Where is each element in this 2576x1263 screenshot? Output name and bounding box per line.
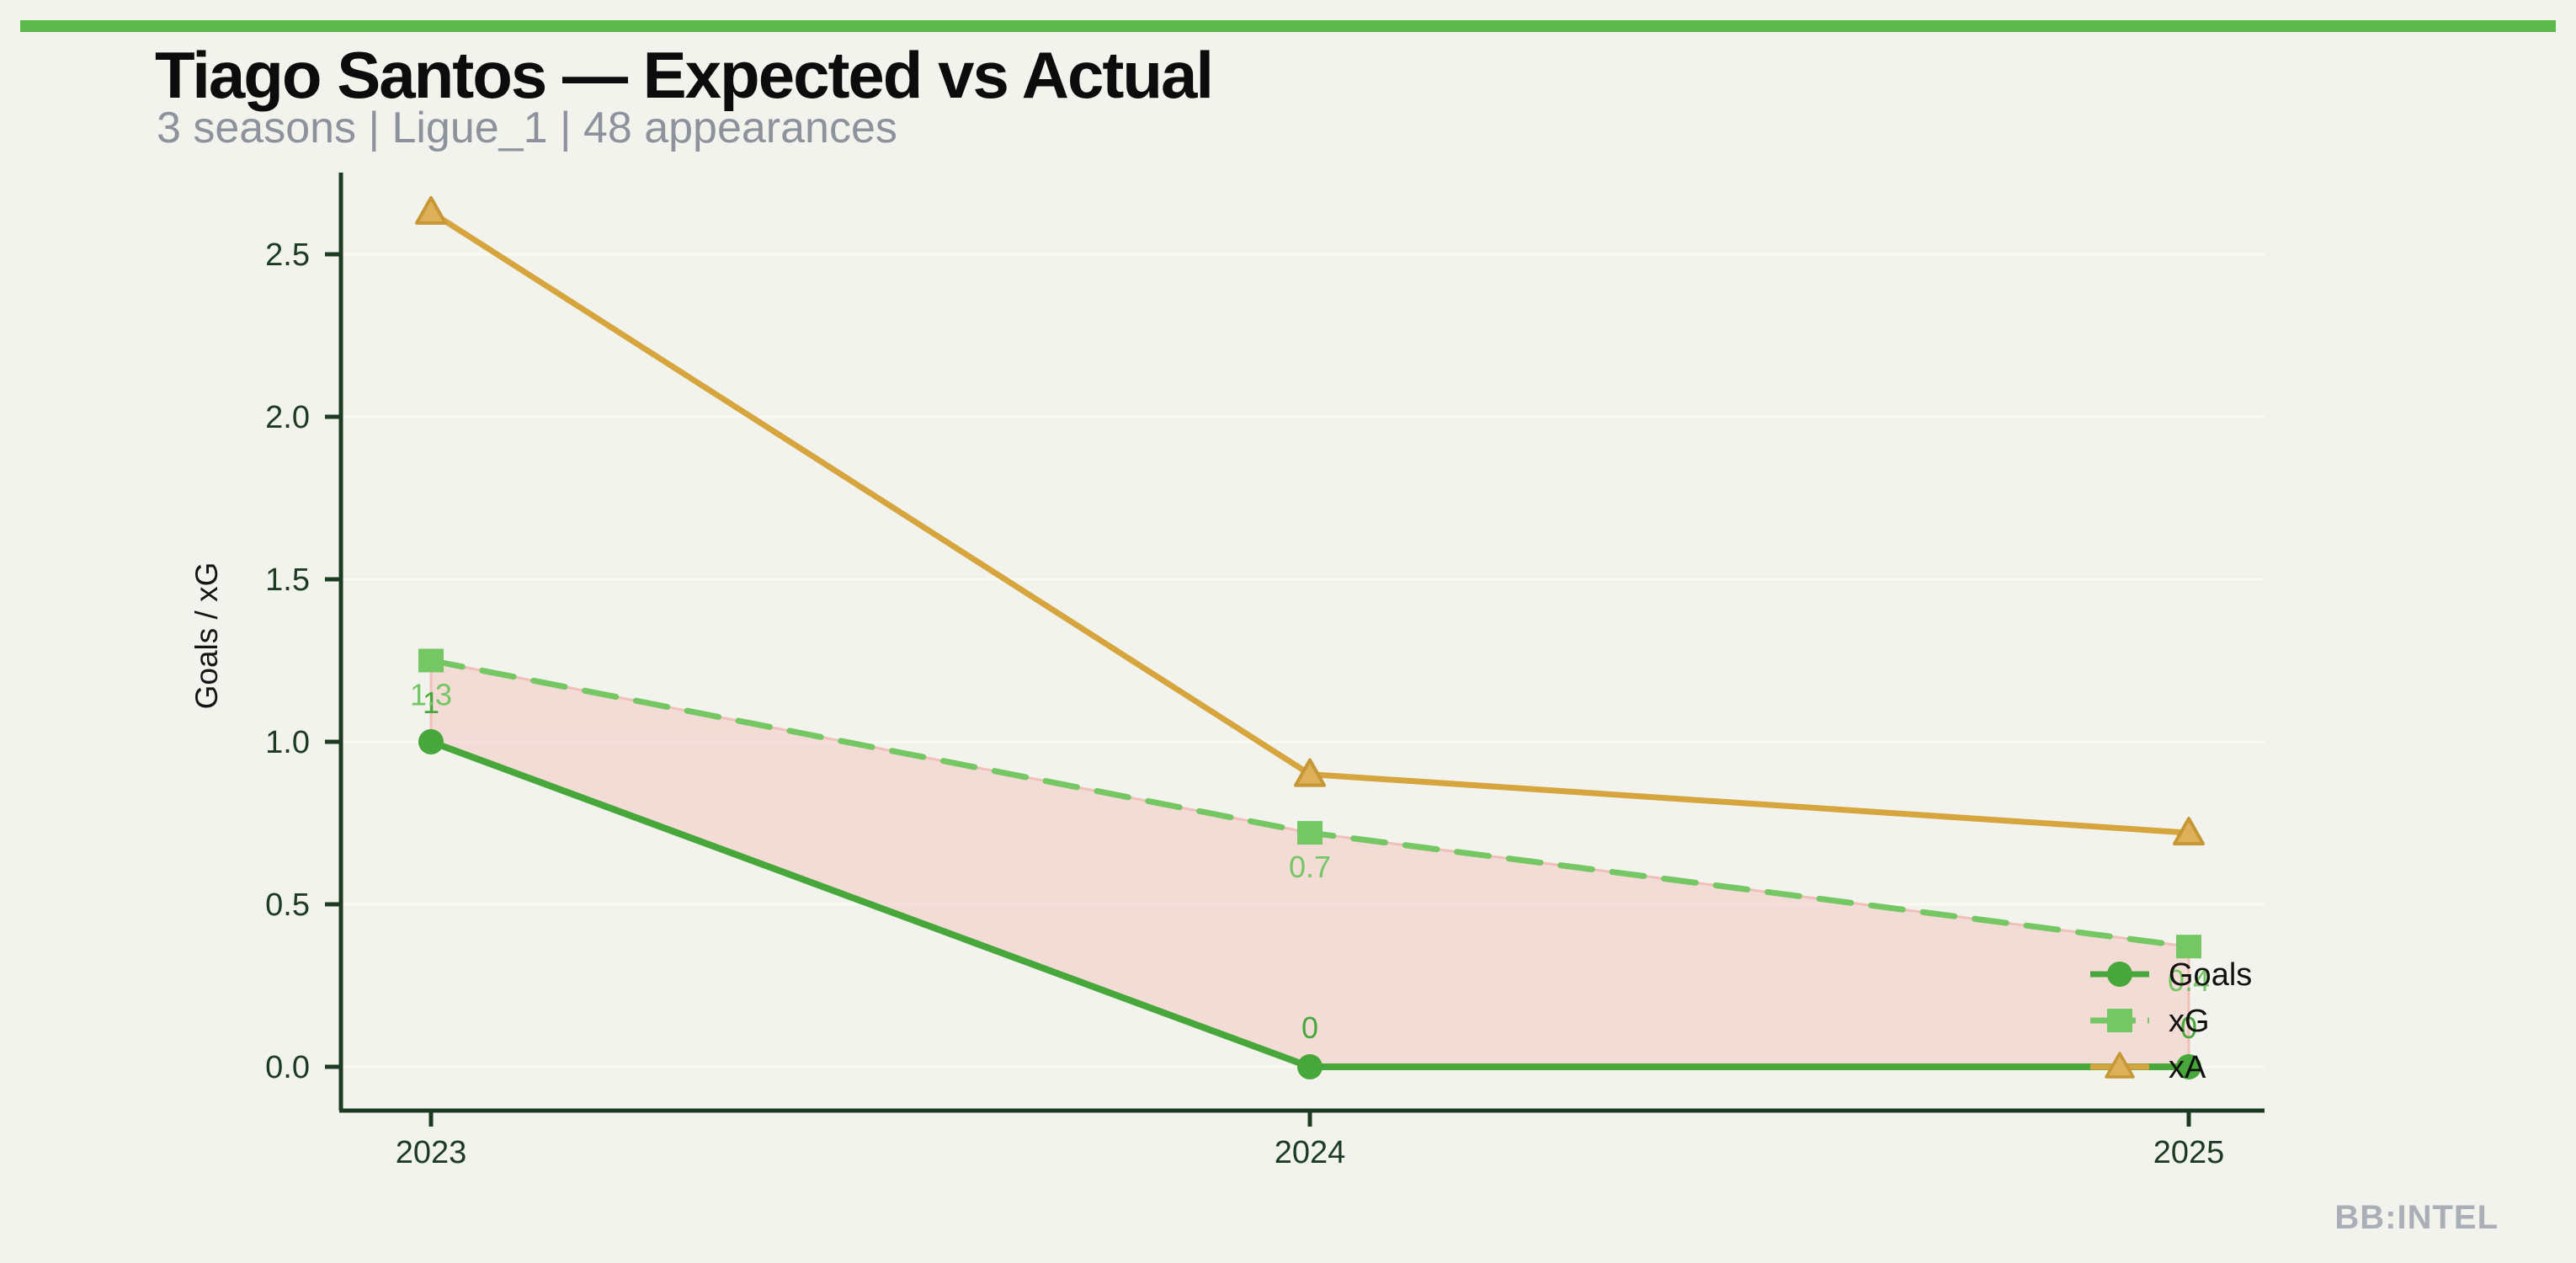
chart-title: Tiago Santos — Expected vs Actual [155,38,1214,112]
y-tick-label: 2.0 [265,400,310,435]
goals-marker [418,729,444,754]
xg-point-label: 1.3 [410,678,452,712]
watermark-logo: BB:INTEL [2334,1199,2499,1236]
goals-point-label: 1 [423,685,439,720]
xg-point-label: 0.7 [1289,850,1331,884]
chart-subtitle: 3 seasons | Ligue_1 | 48 appearances [157,104,897,152]
y-tick-label: 1.0 [265,725,310,760]
xa-marker [1294,758,1326,787]
x-tick-label: 2024 [1275,1135,1346,1170]
axes-layer: 0.0 0.5 1.0 1.5 2.0 2.5 2023 2024 2025 [265,173,2265,1170]
legend-triangle-icon [2105,1052,2135,1079]
y-tick-label: 2.5 [265,237,310,273]
legend-item-xa: xA [2090,1050,2206,1085]
xg-point-label: 0.4 [2168,963,2210,998]
xg-marker [418,648,444,673]
legend-label-xg: xG [2169,1004,2210,1039]
xg-marker [1297,821,1323,845]
legend-circle-icon [2107,962,2132,987]
legend-item-xg: xG [2090,1004,2210,1039]
goals-point-label: 0 [2180,1010,2197,1045]
goals-marker [2176,1054,2201,1079]
xa-marker [2173,817,2205,846]
accent-top-bar [20,20,2556,32]
point-labels-layer: 1 0 0 1.3 0.7 0.4 [410,678,2210,1046]
y-axis-title: Goals / xG [189,562,224,710]
series-markers-layer [415,195,2205,1079]
legend-square-icon [2107,1009,2132,1032]
legend-label-goals: Goals [2169,957,2252,993]
goals-marker [1297,1054,1323,1079]
xg-marker [2176,935,2201,959]
goals-point-label: 0 [1301,1010,1318,1045]
x-tick-label: 2023 [396,1135,467,1170]
x-tick-label: 2025 [2153,1135,2225,1170]
legend: Goals xG xA [2090,957,2252,1085]
legend-item-goals: Goals [2090,957,2252,993]
y-tick-label: 0.5 [265,887,310,923]
y-tick-label: 1.5 [265,562,310,598]
xa-marker [415,195,447,225]
legend-label-xa: xA [2169,1050,2206,1085]
y-tick-label: 0.0 [265,1050,310,1085]
